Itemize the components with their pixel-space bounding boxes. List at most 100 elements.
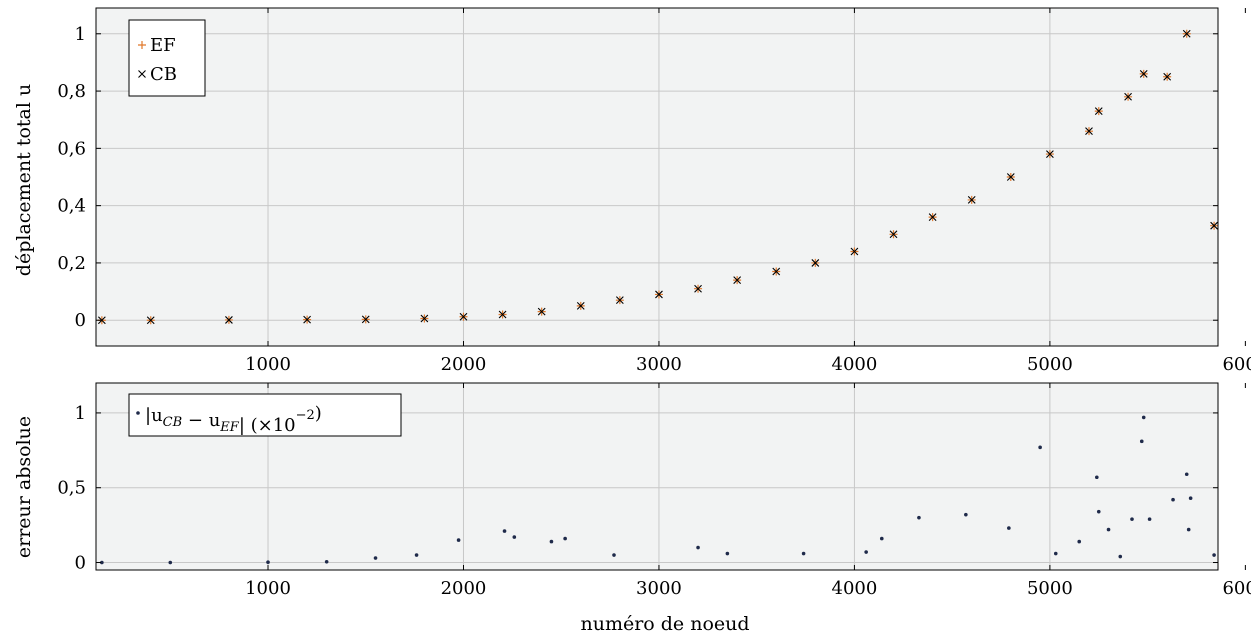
legend-box [128, 393, 402, 437]
cb-point [772, 267, 781, 276]
x-tick-label: 3000 [636, 578, 682, 599]
error-point [1212, 553, 1216, 557]
error-point [1007, 526, 1011, 530]
bottom-data-points [100, 415, 1216, 565]
cb-point [361, 315, 370, 324]
bottom-plot-frame [95, 382, 1219, 571]
bottom-y-axis-label: erreur absolue [13, 416, 35, 558]
error-point [456, 538, 461, 542]
error-point [414, 553, 419, 557]
ef-legend-marker [138, 41, 146, 49]
y-tick-label: 0,6 [57, 138, 86, 159]
top-plot-frame [95, 7, 1219, 347]
cb-point [303, 315, 311, 324]
x-tick-label: 1000 [245, 578, 291, 599]
y-tick-label: 1 [75, 24, 86, 45]
error-point [1141, 415, 1146, 420]
error-point [266, 560, 270, 565]
cb-point [420, 314, 429, 323]
y-tick-label: 0,8 [57, 81, 86, 102]
error-point [1184, 472, 1189, 477]
error-point [917, 515, 921, 520]
cb-point [889, 230, 898, 239]
y-tick-label: 0,4 [57, 196, 86, 217]
error-point [1188, 496, 1193, 500]
x-tick-label: 4000 [832, 354, 878, 375]
cb-point [850, 247, 859, 256]
cb-point [1085, 127, 1093, 136]
cb-point [537, 307, 546, 316]
cb-point [733, 276, 742, 285]
cb-point [1182, 29, 1191, 38]
ef-legend-label: EF [150, 35, 176, 56]
error-point [725, 551, 730, 556]
error-point [1118, 554, 1123, 559]
y-tick-label: 0,2 [57, 253, 86, 274]
top-y-axis-label: déplacement total u [13, 84, 35, 276]
cb-point [146, 316, 155, 325]
y-tick-label: 0 [75, 310, 86, 331]
x-tick-label: 4000 [832, 578, 878, 599]
error-point [373, 556, 378, 560]
error-point [696, 545, 700, 550]
top-plot-area [96, 8, 1218, 346]
cb-point [1046, 150, 1054, 158]
cb-point [694, 284, 702, 293]
error-point [1053, 551, 1058, 556]
error-point [864, 550, 868, 554]
cb-legend-label: CB [150, 64, 177, 85]
error-point [1106, 527, 1111, 532]
cb-legend-marker [138, 70, 146, 78]
cb-point [1210, 221, 1218, 230]
cb-point [811, 259, 820, 267]
x-axis-label: numéro de noeud [580, 613, 749, 635]
cb-point [1163, 72, 1172, 81]
error-point [879, 536, 884, 541]
error-point [612, 553, 616, 557]
cb-point [459, 312, 468, 321]
error-point [168, 560, 173, 565]
y-tick-label: 0,5 [57, 478, 86, 499]
cb-point [1139, 69, 1148, 78]
error-point [1186, 527, 1191, 532]
x-tick-label: 3000 [636, 354, 682, 375]
legend-box [128, 19, 206, 97]
error-point [1147, 517, 1152, 521]
x-tick-label: 5000 [1027, 578, 1073, 599]
cb-point [928, 213, 937, 221]
x-tick-label: 5000 [1027, 354, 1073, 375]
top-legend: EF CB [128, 19, 206, 97]
error-point [1077, 539, 1082, 544]
y-tick-label: 0 [75, 553, 86, 574]
error-point [1139, 439, 1144, 444]
error-point [1171, 497, 1175, 502]
x-tick-label: 1000 [245, 354, 291, 375]
error-point [964, 512, 968, 517]
top-data-points [97, 29, 1219, 325]
error-legend-label: |uCB − uEF| (×10−2) [145, 403, 322, 436]
cb-point [1094, 107, 1103, 116]
cb-point [967, 196, 976, 204]
error-point [1095, 475, 1099, 480]
cb-point [576, 302, 585, 310]
bottom-legend: |uCB − uEF| (×10−2) [128, 393, 402, 437]
cb-point [655, 290, 663, 299]
x-tick-label: 2000 [441, 578, 487, 599]
cb-point [97, 316, 106, 325]
error-point [1130, 517, 1134, 521]
y-tick-label: 1 [75, 403, 86, 424]
error-point [324, 559, 329, 564]
error-point [512, 535, 517, 539]
cb-point [1124, 92, 1132, 101]
error-legend-marker [136, 411, 140, 415]
error-point [801, 551, 806, 556]
error-point [1038, 445, 1042, 450]
bottom-grid [96, 383, 1218, 570]
